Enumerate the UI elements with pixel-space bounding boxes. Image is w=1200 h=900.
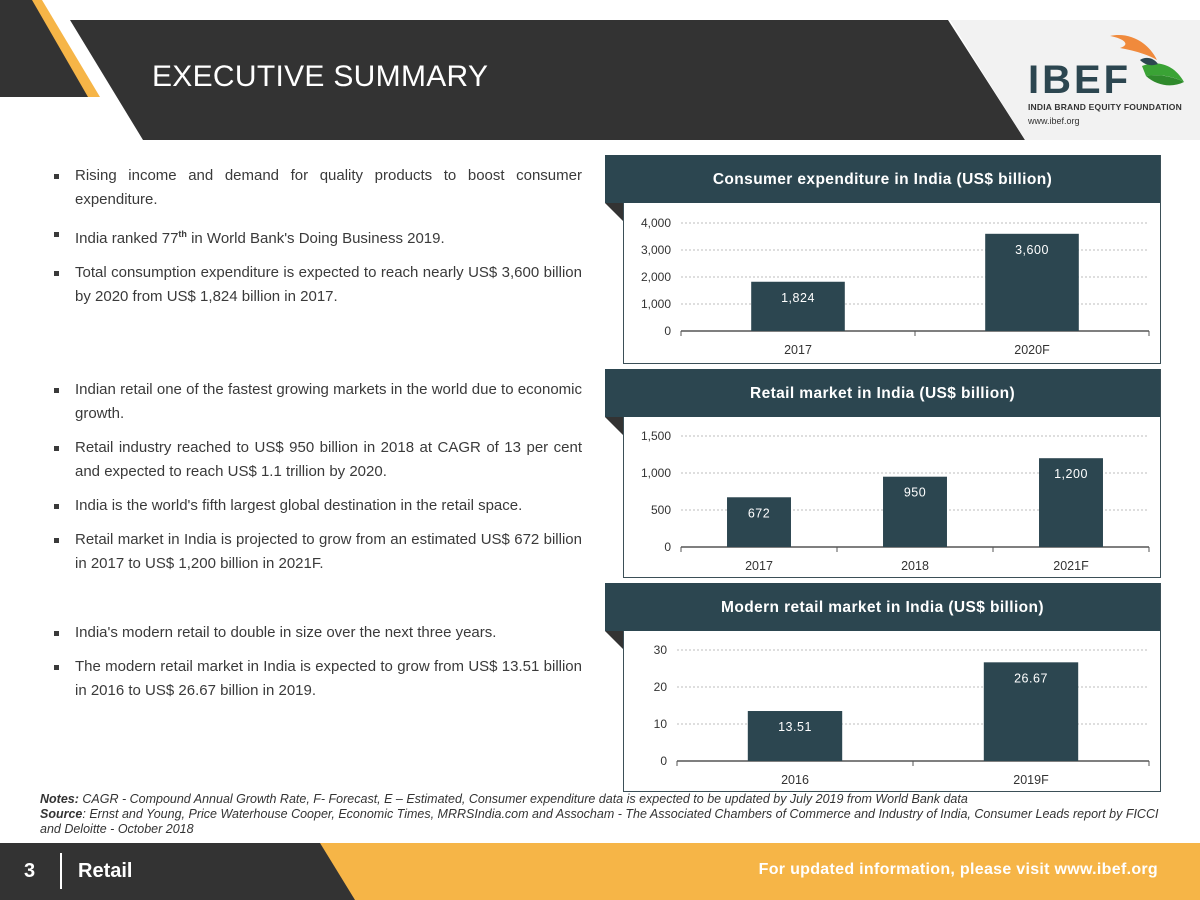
y-tick-label: 0: [660, 754, 667, 768]
bar: [727, 497, 791, 547]
bullet-item: India is the world's fifth largest globa…: [52, 494, 582, 518]
bullet-item: Retail industry reached to US$ 950 billi…: [52, 436, 582, 484]
y-tick-label: 2,000: [641, 270, 671, 284]
header-background: [0, 0, 1200, 145]
bar: [983, 662, 1079, 761]
bullet-item: India ranked 77th in World Bank's Doing …: [52, 222, 582, 251]
data-label: 1,200: [1054, 467, 1088, 481]
ibef-logo: IBEF INDIA BRAND EQUITY FOUNDATION www.i…: [1022, 28, 1187, 133]
bullet-item: Rising income and demand for quality pro…: [52, 164, 582, 212]
bullet-group-consumer: Rising income and demand for quality pro…: [52, 164, 582, 319]
data-label: 26.67: [1014, 671, 1048, 685]
source-text: : Ernst and Young, Price Waterhouse Coop…: [40, 807, 1159, 836]
bullet-item: The modern retail market in India is exp…: [52, 655, 582, 703]
bar: [985, 233, 1079, 331]
y-tick-label: 20: [654, 680, 668, 694]
logo-subtitle: INDIA BRAND EQUITY FOUNDATION: [1028, 102, 1182, 112]
x-tick-label: 2016: [781, 773, 809, 787]
data-label: 13.51: [778, 720, 812, 734]
x-tick-label: 2017: [784, 343, 812, 357]
bar: [751, 281, 845, 331]
data-label: 3,600: [1015, 243, 1049, 257]
bar: [883, 476, 947, 547]
bar: [1039, 458, 1103, 547]
chart-title: Modern retail market in India (US$ billi…: [605, 583, 1160, 631]
y-tick-label: 4,000: [641, 216, 671, 230]
bullet-item: Retail market in India is projected to g…: [52, 528, 582, 576]
y-tick-label: 0: [664, 324, 671, 338]
footer-website-link[interactable]: For updated information, please visit ww…: [758, 861, 1158, 878]
y-tick-label: 1,500: [641, 429, 671, 443]
source-label: Source: [40, 807, 83, 821]
notes-block: Notes: CAGR - Compound Annual Growth Rat…: [40, 792, 1160, 837]
chart-retail-market: 0 500 1,000 1,500 672 2017 950 2018 1,200 2021F: [641, 429, 1150, 573]
bullet-group-modern-retail: India's modern retail to double in size …: [52, 621, 582, 713]
section-name: Retail: [78, 860, 133, 882]
data-label: 950: [904, 486, 926, 500]
y-tick-label: 3,000: [641, 243, 671, 257]
chart-head-corner: [605, 631, 623, 649]
y-tick-label: 500: [651, 503, 671, 517]
bird-logo-icon: [1110, 35, 1184, 86]
page-title: EXECUTIVE SUMMARY: [152, 60, 489, 93]
x-tick-label: 2018: [901, 559, 929, 573]
bullet-group-retail: Indian retail one of the fastest growing…: [52, 378, 582, 586]
y-tick-label: 30: [654, 643, 668, 657]
y-tick-label: 0: [664, 540, 671, 554]
logo-wordmark: IBEF: [1028, 58, 1132, 102]
x-tick-label: 2019F: [1013, 773, 1049, 787]
chart-consumer-expenditure: 0 1,000 2,000 3,000 4,000 1,824 2017 3,600 2020F: [641, 216, 1150, 357]
page-number: 3: [24, 860, 36, 882]
chart-title: Consumer expenditure in India (US$ billi…: [605, 155, 1160, 203]
data-label: 1,824: [781, 291, 815, 305]
footer-divider: [60, 853, 62, 889]
bar: [747, 711, 843, 761]
ordinal-suffix: th: [178, 229, 187, 239]
logo-url: www.ibef.org: [1028, 116, 1080, 126]
y-tick-label: 10: [654, 717, 668, 731]
bullet-item: India's modern retail to double in size …: [52, 621, 582, 645]
chart-head-corner: [605, 417, 623, 435]
bullet-item: Indian retail one of the fastest growing…: [52, 378, 582, 426]
x-tick-label: 2017: [745, 559, 773, 573]
bullet-text-rank: India ranked 77th in World Bank's Doing …: [75, 229, 445, 247]
notes-label: Notes:: [40, 792, 79, 806]
bullet-item: Total consumption expenditure is expecte…: [52, 261, 582, 309]
data-label: 672: [748, 506, 770, 520]
y-tick-label: 1,000: [641, 297, 671, 311]
chart-modern-retail: 0 10 20 30 13.51 2016 26.67 2019F: [654, 643, 1150, 787]
chart-head-corner: [605, 203, 623, 221]
chart-title: Retail market in India (US$ billion): [605, 369, 1160, 417]
notes-text: CAGR - Compound Annual Growth Rate, F- F…: [78, 792, 968, 806]
x-tick-label: 2021F: [1053, 559, 1089, 573]
footer-background: [0, 843, 1200, 900]
x-tick-label: 2020F: [1014, 343, 1050, 357]
y-tick-label: 1,000: [641, 466, 671, 480]
